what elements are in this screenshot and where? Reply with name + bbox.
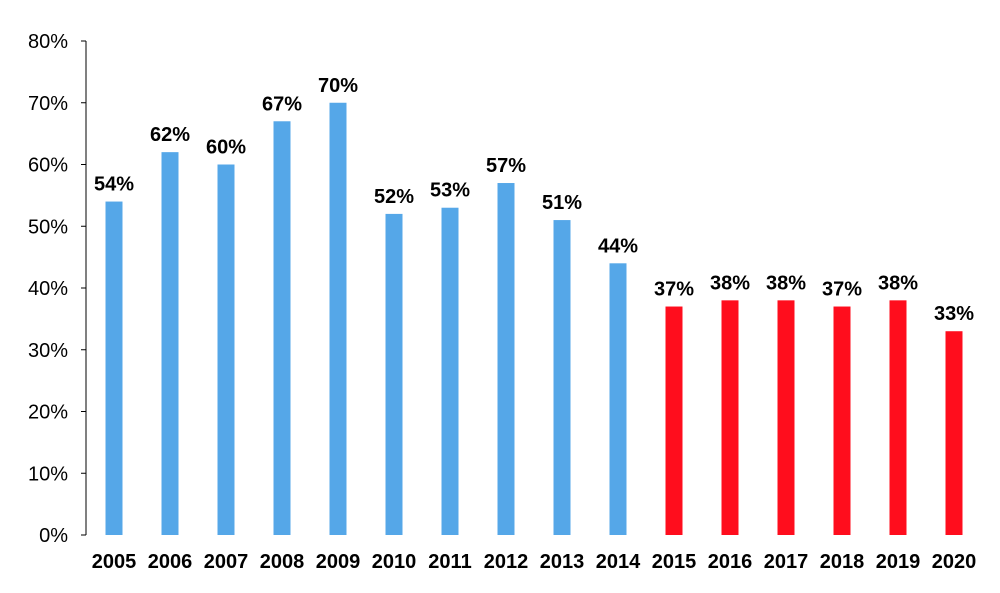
y-tick-label: 80% [28,31,68,53]
y-tick-label: 40% [28,278,68,300]
y-axis: 0% 10% 20% 30% 40% 50% 60% 70% 80% [28,31,87,547]
x-tick-label-2011: 2011 [428,551,471,573]
data-label-2005: 54% [94,174,134,196]
data-label-2018: 37% [822,279,862,301]
bar-2018 [833,306,851,535]
bar-2020 [945,331,963,535]
bar-2010 [385,213,403,535]
x-tick-label-2009: 2009 [316,551,361,573]
x-tick-label-2018: 2018 [820,551,865,573]
data-label-2006: 62% [150,124,190,146]
bar-2011 [441,207,459,535]
data-label-2019: 38% [878,272,918,294]
bar-2006 [161,152,179,535]
bar-2008 [273,121,291,536]
x-tick-label-2019: 2019 [876,551,921,573]
x-tick-label-2012: 2012 [484,551,529,573]
data-labels: 54% 62% 60% 67% 70% 52% 53% 57% 51% 44% 37% 38% 38% 3… [94,75,974,325]
bar-2012 [497,183,515,535]
bar-2007 [217,164,235,535]
bars [105,102,963,536]
x-tick-label-2005: 2005 [92,551,137,573]
bar-2017 [777,300,795,535]
data-label-2020: 33% [934,303,974,325]
x-tick-label-2014: 2014 [596,551,641,573]
x-tick-label-2008: 2008 [260,551,305,573]
data-label-2011: 53% [430,180,470,202]
data-label-2014: 44% [598,235,638,257]
y-tick-label: 50% [28,216,68,238]
y-tick-label: 60% [28,155,68,177]
bar-2015 [665,306,683,535]
data-label-2016: 38% [710,272,750,294]
bar-2014 [609,263,627,535]
x-tick-label-2007: 2007 [204,551,249,573]
data-label-2007: 60% [206,137,246,159]
x-tick-label-2010: 2010 [372,551,417,573]
data-label-2017: 38% [766,272,806,294]
x-axis: 2005 2006 2007 2008 2009 2010 2011 2012 2013 2014… [92,551,977,573]
x-tick-label-2016: 2016 [708,551,753,573]
x-tick-label-2017: 2017 [764,551,809,573]
y-tick-label: 70% [28,93,68,115]
data-label-2012: 57% [486,155,526,177]
bar-2005 [105,201,123,536]
x-tick-label-2015: 2015 [652,551,697,573]
data-label-2010: 52% [374,186,414,208]
y-tick-label: 0% [39,525,68,547]
bar-2009 [329,102,347,535]
data-label-2008: 67% [262,93,302,115]
x-tick-label-2006: 2006 [148,551,193,573]
bar-2016 [721,300,739,535]
data-label-2009: 70% [318,75,358,97]
bar-2019 [889,300,907,535]
y-tick-label: 20% [28,402,68,424]
data-label-2015: 37% [654,279,694,301]
y-tick-label: 30% [28,340,68,362]
x-tick-label-2013: 2013 [540,551,585,573]
x-tick-label-2020: 2020 [932,551,977,573]
y-tick-label: 10% [28,463,68,485]
data-label-2013: 51% [542,192,582,214]
bar-2013 [553,220,571,535]
